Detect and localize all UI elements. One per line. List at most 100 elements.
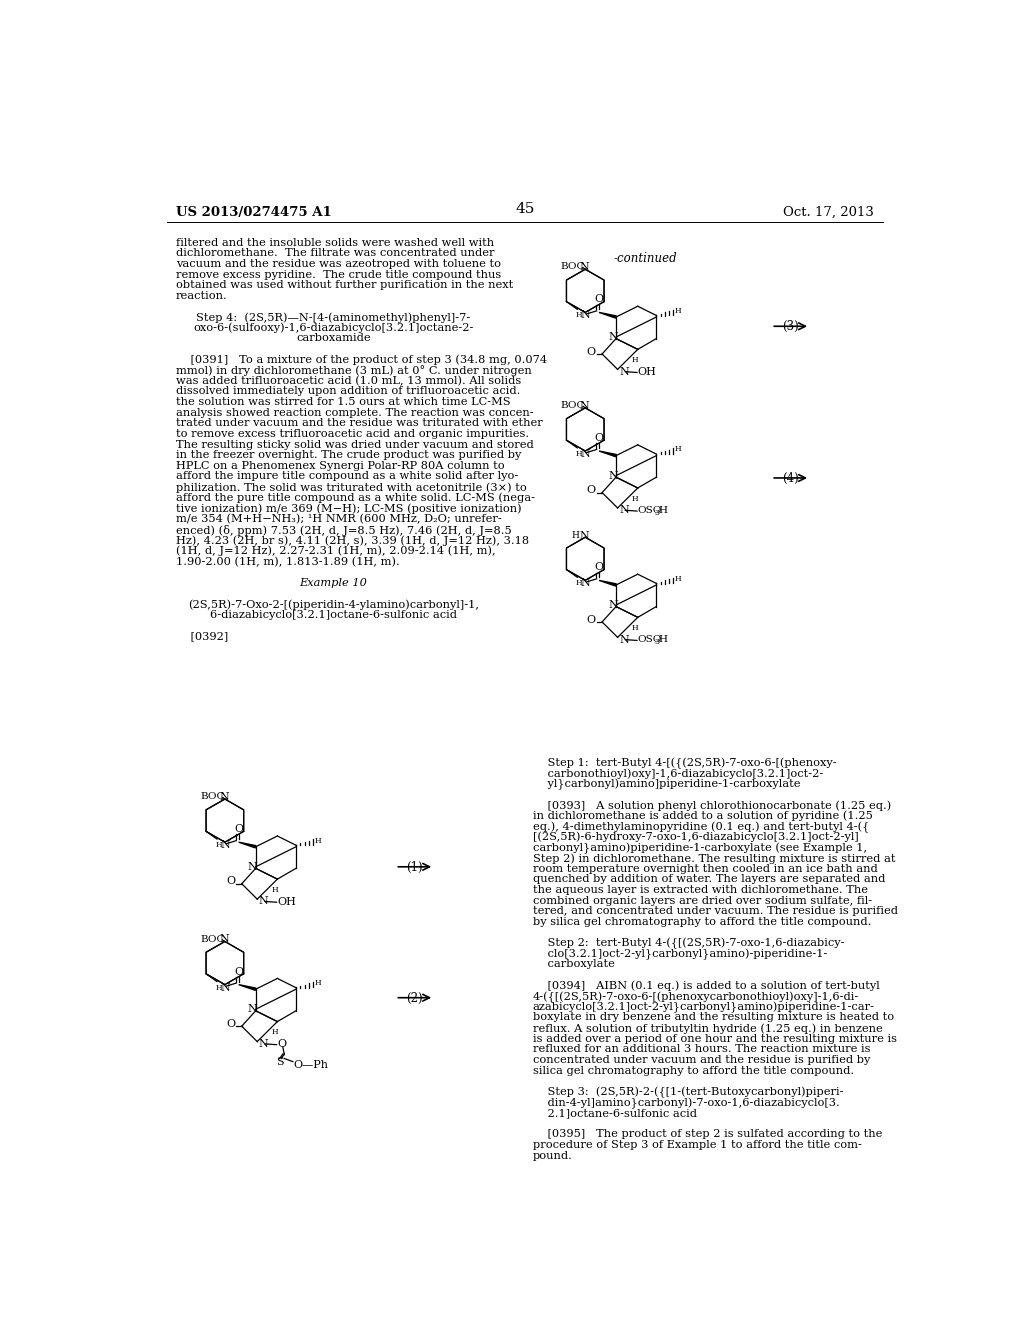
- Text: azabicyclo[3.2.1]oct-2-yl}carbonyl}amino)piperidine-1-car-: azabicyclo[3.2.1]oct-2-yl}carbonyl}amino…: [532, 1002, 874, 1014]
- Text: H: H: [314, 837, 322, 845]
- Text: H: H: [271, 1028, 278, 1036]
- Text: obtained was used without further purification in the next: obtained was used without further purifi…: [176, 280, 513, 290]
- Text: 3: 3: [654, 508, 659, 516]
- Text: N: N: [608, 333, 618, 342]
- Polygon shape: [599, 451, 616, 457]
- Text: 3: 3: [654, 638, 659, 645]
- Text: O: O: [587, 486, 596, 495]
- Text: H: H: [571, 531, 580, 540]
- Text: [0394]   AIBN (0.1 eq.) is added to a solution of tert-butyl: [0394] AIBN (0.1 eq.) is added to a solu…: [532, 981, 880, 991]
- Text: Step 1:  tert-Butyl 4-[({(2S,5R)-7-oxo-6-[(phenoxy-: Step 1: tert-Butyl 4-[({(2S,5R)-7-oxo-6-…: [532, 758, 837, 768]
- Text: room temperature overnight then cooled in an ice bath and: room temperature overnight then cooled i…: [532, 863, 878, 874]
- Text: N: N: [579, 531, 589, 541]
- Text: philization. The solid was triturated with acetonitrile (3×) to: philization. The solid was triturated wi…: [176, 482, 526, 492]
- Text: OH: OH: [638, 367, 656, 378]
- Text: refluxed for an additional 3 hours. The reaction mixture is: refluxed for an additional 3 hours. The …: [532, 1044, 870, 1055]
- Text: clo[3.2.1]oct-2-yl}carbonyl}amino)-piperidine-1-: clo[3.2.1]oct-2-yl}carbonyl}amino)-piper…: [532, 949, 827, 960]
- Text: N: N: [620, 635, 629, 644]
- Text: the solution was stirred for 1.5 ours at which time LC-MS: the solution was stirred for 1.5 ours at…: [176, 397, 511, 407]
- Text: OSO: OSO: [638, 506, 663, 515]
- Text: eq.), 4-dimethylaminopyridine (0.1 eq.) and tert-butyl 4-({: eq.), 4-dimethylaminopyridine (0.1 eq.) …: [532, 821, 868, 833]
- Text: 2.1]octane-6-sulfonic acid: 2.1]octane-6-sulfonic acid: [532, 1107, 696, 1118]
- Text: silica gel chromatography to afford the title compound.: silica gel chromatography to afford the …: [532, 1065, 854, 1076]
- Text: H: H: [658, 506, 668, 515]
- Text: [0395]   The product of step 2 is sulfated according to the: [0395] The product of step 2 is sulfated…: [532, 1130, 882, 1139]
- Text: din-4-yl]amino}carbonyl)-7-oxo-1,6-diazabicyclo[3.: din-4-yl]amino}carbonyl)-7-oxo-1,6-diaza…: [532, 1097, 840, 1109]
- Text: N: N: [620, 506, 629, 515]
- Text: H: H: [675, 306, 682, 315]
- Text: OSO: OSO: [638, 635, 663, 644]
- Text: mmol) in dry dichloromethane (3 mL) at 0° C. under nitrogen: mmol) in dry dichloromethane (3 mL) at 0…: [176, 366, 531, 376]
- Text: N: N: [248, 862, 258, 871]
- Text: concentrated under vacuum and the residue is purified by: concentrated under vacuum and the residu…: [532, 1055, 870, 1065]
- Text: [(2S,5R)-6-hydroxy-7-oxo-1,6-diazabicyclo[3.2.1]oct-2-yl]: [(2S,5R)-6-hydroxy-7-oxo-1,6-diazabicycl…: [532, 832, 858, 842]
- Text: (1H, d, J=12 Hz), 2.27-2.31 (1H, m), 2.09-2.14 (1H, m),: (1H, d, J=12 Hz), 2.27-2.31 (1H, m), 2.0…: [176, 546, 496, 557]
- Text: N: N: [580, 400, 590, 411]
- Text: in the freezer overnight. The crude product was purified by: in the freezer overnight. The crude prod…: [176, 450, 521, 461]
- Text: filtered and the insoluble solids were washed well with: filtered and the insoluble solids were w…: [176, 238, 495, 248]
- Text: N: N: [219, 935, 229, 944]
- Text: N: N: [220, 841, 229, 850]
- Text: O: O: [233, 966, 243, 977]
- Text: O: O: [594, 294, 603, 305]
- Text: H: H: [314, 979, 322, 987]
- Text: BOC: BOC: [560, 401, 585, 411]
- Text: (3): (3): [782, 321, 799, 333]
- Text: O: O: [233, 824, 243, 834]
- Text: O: O: [587, 615, 596, 624]
- Text: remove excess pyridine.  The crude title compound thus: remove excess pyridine. The crude title …: [176, 269, 502, 280]
- Text: N: N: [608, 601, 618, 610]
- Polygon shape: [239, 842, 256, 847]
- Text: Step 3:  (2S,5R)-2-({[1-(tert-Butoxycarbonyl)piperi-: Step 3: (2S,5R)-2-({[1-(tert-Butoxycarbo…: [532, 1086, 843, 1098]
- Text: H: H: [632, 495, 638, 503]
- Text: pound.: pound.: [532, 1151, 572, 1160]
- Text: oxo-6-(sulfooxy)-1,6-diazabicyclo[3.2.1]octane-2-: oxo-6-(sulfooxy)-1,6-diazabicyclo[3.2.1]…: [194, 322, 473, 333]
- Text: Step 2) in dichloromethane. The resulting mixture is stirred at: Step 2) in dichloromethane. The resultin…: [532, 853, 895, 863]
- Text: N: N: [259, 896, 268, 907]
- Text: vacuum and the residue was azeotroped with toluene to: vacuum and the residue was azeotroped wi…: [176, 259, 501, 269]
- Text: procedure of Step 3 of Example 1 to afford the title com-: procedure of Step 3 of Example 1 to affo…: [532, 1140, 861, 1150]
- Text: carbonyl}amino)piperidine-1-carboxylate (see Example 1,: carbonyl}amino)piperidine-1-carboxylate …: [532, 842, 866, 854]
- Text: (1): (1): [407, 861, 423, 874]
- Text: Step 2:  tert-Butyl 4-({[(2S,5R)-7-oxo-1,6-diazabicy-: Step 2: tert-Butyl 4-({[(2S,5R)-7-oxo-1,…: [532, 939, 844, 949]
- Polygon shape: [239, 985, 256, 990]
- Text: afford the impure title compound as a white solid after lyo-: afford the impure title compound as a wh…: [176, 471, 518, 482]
- Text: H: H: [575, 579, 583, 587]
- Text: O—Ph: O—Ph: [293, 1060, 328, 1069]
- Text: (2S,5R)-7-Oxo-2-[(piperidin-4-ylamino)carbonyl]-1,: (2S,5R)-7-Oxo-2-[(piperidin-4-ylamino)ca…: [187, 599, 479, 610]
- Text: H: H: [675, 445, 682, 454]
- Text: trated under vacuum and the residue was triturated with ether: trated under vacuum and the residue was …: [176, 418, 543, 429]
- Text: N: N: [220, 982, 229, 993]
- Text: yl}carbonyl)amino]piperidine-1-carboxylate: yl}carbonyl)amino]piperidine-1-carboxyla…: [532, 779, 800, 791]
- Text: Oct. 17, 2013: Oct. 17, 2013: [782, 206, 873, 219]
- Text: H: H: [575, 312, 583, 319]
- Text: N: N: [259, 1039, 268, 1049]
- Text: The resulting sticky solid was dried under vacuum and stored: The resulting sticky solid was dried und…: [176, 440, 534, 450]
- Text: N: N: [248, 1005, 258, 1014]
- Text: carbonothioyl)oxy]-1,6-diazabicyclo[3.2.1]oct-2-: carbonothioyl)oxy]-1,6-diazabicyclo[3.2.…: [532, 768, 823, 779]
- Text: Hz), 4.23 (2H, br s), 4.11 (2H, s), 3.39 (1H, d, J=12 Hz), 3.18: Hz), 4.23 (2H, br s), 4.11 (2H, s), 3.39…: [176, 535, 529, 545]
- Text: S: S: [276, 1056, 285, 1067]
- Text: tered, and concentrated under vacuum. The residue is purified: tered, and concentrated under vacuum. Th…: [532, 907, 898, 916]
- Text: dissolved immediately upon addition of trifluoroacetic acid.: dissolved immediately upon addition of t…: [176, 387, 520, 396]
- Text: reaction.: reaction.: [176, 290, 227, 301]
- Text: O: O: [594, 433, 603, 444]
- Text: US 2013/0274475 A1: US 2013/0274475 A1: [176, 206, 332, 219]
- Text: analysis showed reaction complete. The reaction was concen-: analysis showed reaction complete. The r…: [176, 408, 534, 417]
- Polygon shape: [599, 313, 616, 318]
- Text: BOC: BOC: [200, 935, 224, 944]
- Text: the aqueous layer is extracted with dichloromethane. The: the aqueous layer is extracted with dich…: [532, 884, 867, 895]
- Text: N: N: [581, 578, 590, 589]
- Text: afford the pure title compound as a white solid. LC-MS (nega-: afford the pure title compound as a whit…: [176, 492, 536, 503]
- Text: [0391]   To a mixture of the product of step 3 (34.8 mg, 0.074: [0391] To a mixture of the product of st…: [176, 355, 547, 366]
- Text: H: H: [632, 356, 638, 364]
- Text: quenched by addition of water. The layers are separated and: quenched by addition of water. The layer…: [532, 874, 885, 884]
- Text: O: O: [226, 1019, 236, 1028]
- Text: carboxamide: carboxamide: [296, 334, 371, 343]
- Text: dichloromethane.  The filtrate was concentrated under: dichloromethane. The filtrate was concen…: [176, 248, 495, 259]
- Text: [0393]   A solution phenyl chlorothionocarbonate (1.25 eq.): [0393] A solution phenyl chlorothionocar…: [532, 800, 891, 810]
- Text: is added over a period of one hour and the resulting mixture is: is added over a period of one hour and t…: [532, 1034, 897, 1044]
- Text: N: N: [620, 367, 629, 376]
- Text: tive ionization) m/e 369 (M−H); LC-MS (positive ionization): tive ionization) m/e 369 (M−H); LC-MS (p…: [176, 503, 521, 513]
- Text: [0392]: [0392]: [176, 631, 228, 642]
